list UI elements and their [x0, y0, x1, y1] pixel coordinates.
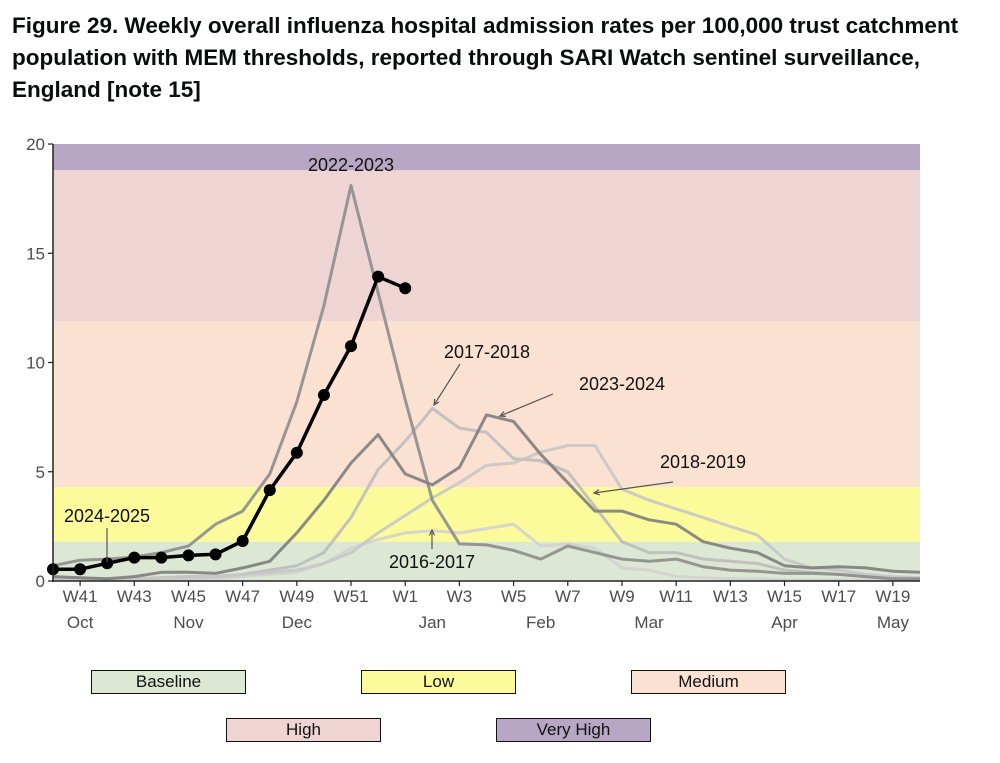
data-point-2024-2025-W50	[317, 389, 330, 402]
annotation-label: 2024-2025	[64, 506, 150, 526]
x-tick-label: W1	[392, 587, 418, 606]
y-tick-label: 20	[26, 135, 45, 154]
annotation-arrowhead	[428, 528, 436, 536]
series-line-2022-2023	[52, 184, 920, 581]
threshold-band-low	[53, 487, 920, 542]
annotation-arrowhead	[498, 411, 507, 417]
annotation-arrow	[593, 481, 674, 494]
x-tick-label: W49	[279, 587, 314, 606]
data-point-2024-2025-W1	[399, 282, 412, 295]
data-point-2024-2025-W51	[345, 340, 358, 353]
y-tick-label: 15	[26, 244, 45, 263]
month-label: Jan	[419, 613, 446, 632]
x-tick-label: W51	[334, 587, 369, 606]
month-label: Feb	[526, 613, 555, 632]
annotation-arrow	[433, 363, 461, 406]
annotation-arrowhead	[433, 398, 440, 407]
x-tick-label: W5	[501, 587, 527, 606]
data-point-2024-2025-W42	[101, 557, 114, 570]
y-tick-label: 0	[36, 572, 45, 591]
series-line-2018-2019	[53, 444, 921, 581]
month-label: Oct	[67, 613, 94, 632]
month-label: May	[877, 613, 910, 632]
data-point-2024-2025-W41	[74, 563, 87, 576]
x-tick-label: W13	[713, 587, 748, 606]
data-point-2024-2025-W44	[155, 551, 168, 564]
x-tick-label: W17	[821, 587, 856, 606]
x-tick-label: W43	[117, 587, 152, 606]
x-tick-label: W41	[63, 587, 98, 606]
annotation-label: 2017-2018	[444, 342, 530, 362]
legend-low: Low	[361, 670, 516, 694]
annotation-arrowhead	[592, 489, 600, 496]
series-line-2023-2024	[52, 413, 921, 581]
threshold-band-medium	[53, 320, 920, 488]
annotation-label: 2018-2019	[660, 452, 746, 472]
legend-high: High	[226, 718, 381, 742]
x-tick-label: W7	[555, 587, 581, 606]
data-point-2024-2025-W46	[209, 548, 222, 561]
legend-very-high: Very High	[496, 718, 651, 742]
data-point-2024-2025-W47	[236, 535, 249, 548]
annotation-label: 2022-2023	[308, 155, 394, 175]
month-label: Apr	[771, 613, 798, 632]
month-label: Dec	[282, 613, 313, 632]
data-point-2024-2025-W43	[128, 551, 141, 564]
annotation-label: 2016-2017	[389, 552, 475, 572]
figure-title: Figure 29. Weekly overall influenza hosp…	[12, 13, 959, 102]
legend-medium: Medium	[631, 670, 786, 694]
x-tick-label: W3	[447, 587, 473, 606]
data-point-2024-2025-W45	[182, 549, 195, 562]
x-tick-label: W45	[171, 587, 206, 606]
threshold-band-high	[53, 170, 920, 321]
data-point-2024-2025-W49	[290, 446, 303, 459]
annotation-arrow	[499, 393, 554, 417]
x-tick-label: W11	[659, 587, 693, 606]
x-tick-label: W19	[875, 587, 910, 606]
y-tick-label: 10	[26, 354, 45, 373]
y-tick-label: 5	[36, 463, 45, 482]
month-label: Nov	[173, 613, 204, 632]
x-tick-label: W15	[767, 587, 802, 606]
month-label: Mar	[634, 613, 664, 632]
legend-baseline: Baseline	[91, 670, 246, 694]
threshold-band-very-high	[53, 144, 920, 171]
data-point-2024-2025-W48	[263, 484, 276, 497]
x-tick-label: W9	[609, 587, 635, 606]
annotation-label: 2023-2024	[579, 374, 665, 394]
x-tick-label: W47	[225, 587, 260, 606]
data-point-2024-2025-W52	[372, 270, 385, 283]
